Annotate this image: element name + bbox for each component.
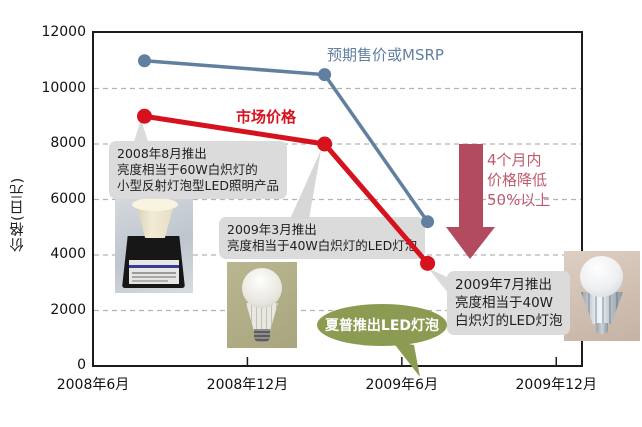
callout-2009-07-launch: 2009年7月推出 亮度相当于40W 白炽灯的LED灯泡 xyxy=(447,271,571,335)
lamp-label-textline xyxy=(132,276,176,278)
y-tick-label: 12000 xyxy=(41,24,86,40)
y-axis-title: 价格(日元) xyxy=(10,176,26,252)
y-tick-label: 10000 xyxy=(41,79,86,96)
callout3-connector xyxy=(428,268,449,294)
bulb-screw-base xyxy=(254,329,270,342)
x-tick-label: 2009年6月 xyxy=(365,377,439,393)
sharp-launch-bubble: 夏普推出LED灯泡 xyxy=(317,304,447,346)
x-tick-label: 2009年12月 xyxy=(515,377,597,393)
bubble-tail xyxy=(392,341,420,377)
data-point xyxy=(317,136,333,152)
x-tick-label: 2008年6月 xyxy=(56,377,130,393)
data-point xyxy=(318,68,332,82)
bulb-screw-base xyxy=(596,323,608,334)
callout2-connector xyxy=(290,150,321,219)
market-price-series-label: 市场价格 xyxy=(236,108,297,126)
bulb-dome xyxy=(580,256,623,297)
y-tick-label: 8000 xyxy=(50,135,86,151)
y-tick-label: 4000 xyxy=(50,246,86,262)
reflector-led-lamp-photo xyxy=(115,194,193,293)
y-tick-label: 6000 xyxy=(50,190,86,207)
data-point xyxy=(136,108,152,124)
callout-2008-08-launch: 2008年8月推出 亮度相当于60W白炽灯的 小型反射灯泡型LED照明产品 xyxy=(109,141,287,199)
lamp-top xyxy=(132,198,178,211)
lamp-label-textline xyxy=(132,280,168,282)
y-tick-label: 2000 xyxy=(50,301,86,318)
x-tick-label: 2008年12月 xyxy=(206,377,289,393)
lamp-label-stripe xyxy=(129,265,179,268)
lamp-label-textline xyxy=(132,272,176,274)
data-point xyxy=(137,54,151,68)
silver-led-bulb-photo xyxy=(564,251,640,341)
data-point xyxy=(420,255,436,271)
price-drop-note: 4个月内 价格降低 50%以上 xyxy=(487,151,551,209)
sharp-launch-bubble-text: 夏普推出LED灯泡 xyxy=(324,318,440,334)
msrp-series-label: 预期售价或MSRP xyxy=(327,46,444,64)
y-tick-label: 0 xyxy=(77,357,86,373)
callout-2009-03-launch: 2009年3月推出 亮度相当于40W白炽灯的LED灯泡 xyxy=(219,217,426,259)
white-led-bulb-photo xyxy=(227,262,297,348)
bulb-dome xyxy=(242,268,282,308)
